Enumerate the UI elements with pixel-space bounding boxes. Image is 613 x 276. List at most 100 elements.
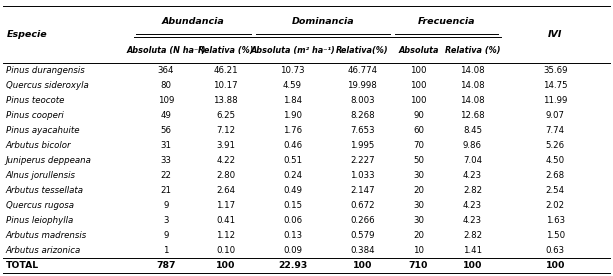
Text: 2.82: 2.82	[463, 186, 482, 195]
Text: 11.99: 11.99	[543, 96, 568, 105]
Text: 22: 22	[161, 171, 172, 180]
Text: 8.45: 8.45	[463, 126, 482, 136]
Text: 7.74: 7.74	[546, 126, 565, 136]
Text: 2.54: 2.54	[546, 186, 565, 195]
Text: 31: 31	[161, 141, 172, 150]
Text: 22.93: 22.93	[278, 261, 307, 270]
Text: 7.12: 7.12	[216, 126, 235, 136]
Text: 0.10: 0.10	[216, 246, 235, 255]
Text: 90: 90	[413, 112, 424, 120]
Text: 0.63: 0.63	[546, 246, 565, 255]
Text: 19.998: 19.998	[348, 81, 377, 91]
Text: 1.41: 1.41	[463, 246, 482, 255]
Text: 13.88: 13.88	[213, 96, 238, 105]
Text: 4.22: 4.22	[216, 156, 235, 165]
Text: 9: 9	[163, 231, 169, 240]
Text: 0.41: 0.41	[216, 216, 235, 225]
Text: 12.68: 12.68	[460, 112, 485, 120]
Text: 100: 100	[352, 261, 372, 270]
Text: 14.08: 14.08	[460, 81, 485, 91]
Text: 710: 710	[409, 261, 428, 270]
Text: 1.12: 1.12	[216, 231, 235, 240]
Text: Relativa(%): Relativa(%)	[336, 46, 389, 55]
Text: Absoluta (m² ha⁻¹): Absoluta (m² ha⁻¹)	[250, 46, 335, 55]
Text: 3.91: 3.91	[216, 141, 235, 150]
Text: 4.59: 4.59	[283, 81, 302, 91]
Text: 14.08: 14.08	[460, 96, 485, 105]
Text: 0.06: 0.06	[283, 216, 302, 225]
Text: 2.82: 2.82	[463, 231, 482, 240]
Text: 4.23: 4.23	[463, 216, 482, 225]
Text: 10.73: 10.73	[280, 67, 305, 75]
Text: 1.63: 1.63	[546, 216, 565, 225]
Text: 0.579: 0.579	[350, 231, 375, 240]
Text: Frecuencia: Frecuencia	[418, 17, 476, 26]
Text: 60: 60	[413, 126, 424, 136]
Text: Arbutus bicolor: Arbutus bicolor	[6, 141, 71, 150]
Text: 6.25: 6.25	[216, 112, 235, 120]
Text: 30: 30	[413, 216, 424, 225]
Text: 2.227: 2.227	[350, 156, 375, 165]
Text: 20: 20	[413, 186, 424, 195]
Text: 2.147: 2.147	[350, 186, 375, 195]
Text: Alnus jorullensis: Alnus jorullensis	[6, 171, 75, 180]
Text: Relativa (%): Relativa (%)	[198, 46, 254, 55]
Text: 1.84: 1.84	[283, 96, 302, 105]
Text: 2.68: 2.68	[546, 171, 565, 180]
Text: 9: 9	[163, 201, 169, 210]
Text: 0.09: 0.09	[283, 246, 302, 255]
Text: 8.268: 8.268	[350, 112, 375, 120]
Text: 4.50: 4.50	[546, 156, 565, 165]
Text: Abundancia: Abundancia	[162, 17, 225, 26]
Text: 4.23: 4.23	[463, 171, 482, 180]
Text: 2.02: 2.02	[546, 201, 565, 210]
Text: 0.672: 0.672	[350, 201, 375, 210]
Text: 3: 3	[163, 216, 169, 225]
Text: 70: 70	[413, 141, 424, 150]
Text: 100: 100	[463, 261, 482, 270]
Text: 100: 100	[410, 67, 427, 75]
Text: 7.653: 7.653	[350, 126, 375, 136]
Text: 0.51: 0.51	[283, 156, 302, 165]
Text: 2.64: 2.64	[216, 186, 235, 195]
Text: Pinus teocote: Pinus teocote	[6, 96, 64, 105]
Text: 0.13: 0.13	[283, 231, 302, 240]
Text: 7.04: 7.04	[463, 156, 482, 165]
Text: 1.90: 1.90	[283, 112, 302, 120]
Text: 8.003: 8.003	[350, 96, 375, 105]
Text: Dominancia: Dominancia	[292, 17, 354, 26]
Text: 46.21: 46.21	[213, 67, 238, 75]
Text: Absoluta: Absoluta	[398, 46, 439, 55]
Text: 364: 364	[158, 67, 174, 75]
Text: 9.07: 9.07	[546, 112, 565, 120]
Text: 4.23: 4.23	[463, 201, 482, 210]
Text: Arbutus tessellata: Arbutus tessellata	[6, 186, 83, 195]
Text: 1: 1	[163, 246, 169, 255]
Text: 0.24: 0.24	[283, 171, 302, 180]
Text: IVI: IVI	[548, 30, 563, 39]
Text: Quercus rugosa: Quercus rugosa	[6, 201, 74, 210]
Text: 100: 100	[546, 261, 565, 270]
Text: 33: 33	[161, 156, 172, 165]
Text: 14.75: 14.75	[543, 81, 568, 91]
Text: 0.46: 0.46	[283, 141, 302, 150]
Text: 56: 56	[161, 126, 172, 136]
Text: 20: 20	[413, 231, 424, 240]
Text: 14.08: 14.08	[460, 67, 485, 75]
Text: 100: 100	[410, 81, 427, 91]
Text: Relativa (%): Relativa (%)	[444, 46, 500, 55]
Text: 46.774: 46.774	[348, 67, 378, 75]
Text: 50: 50	[413, 156, 424, 165]
Text: 35.69: 35.69	[543, 67, 568, 75]
Text: Pinus leiophylla: Pinus leiophylla	[6, 216, 73, 225]
Text: Pinus ayacahuite: Pinus ayacahuite	[6, 126, 79, 136]
Text: 5.26: 5.26	[546, 141, 565, 150]
Text: Pinus durangensis: Pinus durangensis	[6, 67, 84, 75]
Text: Arbutus arizonica: Arbutus arizonica	[6, 246, 81, 255]
Text: Pinus cooperi: Pinus cooperi	[6, 112, 63, 120]
Text: 1.17: 1.17	[216, 201, 235, 210]
Text: 0.15: 0.15	[283, 201, 302, 210]
Text: Especie: Especie	[7, 30, 47, 39]
Text: 1.033: 1.033	[350, 171, 375, 180]
Text: 30: 30	[413, 201, 424, 210]
